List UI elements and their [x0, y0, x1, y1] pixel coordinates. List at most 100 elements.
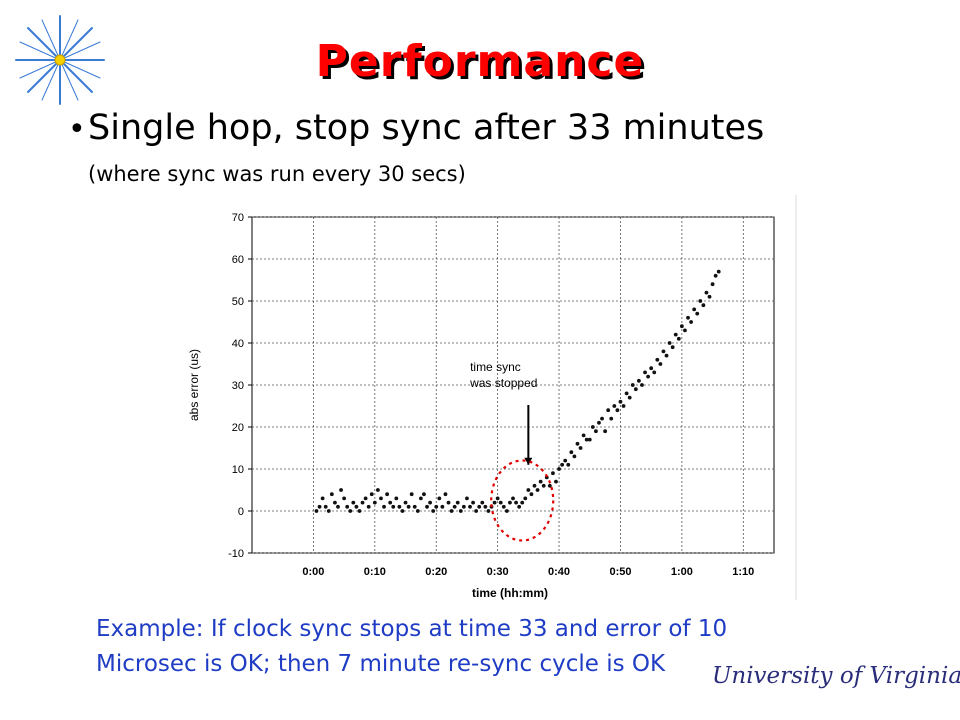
data-point	[636, 378, 641, 383]
data-point	[397, 504, 402, 509]
data-point	[477, 504, 482, 509]
data-point	[603, 429, 608, 434]
data-point	[655, 357, 660, 362]
annotation-text-line-1: time sync	[470, 360, 521, 374]
data-point	[695, 311, 700, 316]
data-point	[446, 500, 451, 505]
data-point	[600, 416, 604, 421]
y-tick-label: 60	[232, 254, 244, 266]
data-point	[704, 290, 709, 295]
data-point	[391, 504, 396, 509]
y-axis-label: abs error (us)	[187, 349, 201, 421]
data-point	[443, 492, 448, 497]
data-point	[468, 504, 472, 509]
data-point	[661, 349, 666, 354]
data-point	[581, 433, 586, 438]
data-point	[575, 441, 580, 446]
data-point	[434, 504, 439, 509]
x-tick-label: 0:20	[425, 566, 447, 578]
data-point	[501, 504, 506, 509]
data-point	[348, 509, 353, 513]
data-point	[541, 483, 546, 488]
example-caption: Example: If clock sync stops at time 33 …	[96, 612, 727, 682]
data-point	[633, 387, 638, 392]
data-point	[701, 303, 706, 308]
data-point	[336, 504, 340, 509]
error-chart: -10 0 10 20 30 40 50 60 70 0:00 0:10 0:20 0:30 0:40 0:…	[180, 195, 798, 605]
data-point	[314, 509, 319, 513]
data-point	[643, 370, 647, 375]
data-point	[526, 488, 531, 492]
data-point	[465, 496, 469, 501]
annotation-text-line-2: was stopped	[469, 376, 537, 390]
x-axis-label: time (hh:mm)	[472, 586, 548, 600]
data-point	[683, 328, 687, 333]
data-point	[609, 416, 614, 421]
y-tick-label: 40	[232, 338, 244, 350]
data-point	[640, 383, 644, 387]
data-point	[557, 467, 561, 471]
data-point	[692, 307, 697, 312]
data-point	[394, 496, 399, 501]
data-point	[498, 500, 503, 505]
data-point	[360, 500, 365, 505]
data-point	[495, 496, 500, 501]
data-point	[375, 488, 380, 492]
data-point	[584, 437, 589, 442]
data-point	[323, 504, 328, 509]
data-point	[517, 504, 522, 509]
data-point	[440, 504, 445, 509]
y-tick-label: 50	[232, 296, 244, 308]
data-point	[483, 504, 488, 509]
data-point	[627, 395, 632, 400]
data-point	[538, 479, 543, 484]
data-point	[492, 500, 497, 505]
data-point	[615, 408, 620, 413]
data-point	[606, 408, 611, 413]
data-point	[587, 437, 592, 442]
data-point	[339, 488, 343, 492]
data-point	[449, 509, 454, 513]
data-point	[612, 404, 617, 408]
data-point	[578, 446, 583, 450]
data-point	[385, 492, 390, 497]
data-point	[621, 404, 626, 408]
annotation-arrow-head	[524, 457, 533, 465]
data-point	[425, 504, 429, 509]
caption-line-1: Example: If clock sync stops at time 33 …	[96, 616, 728, 642]
x-tick-label: 0:10	[364, 566, 386, 578]
data-point	[547, 483, 552, 488]
data-point	[689, 320, 693, 324]
data-point	[369, 492, 374, 497]
data-point	[658, 362, 663, 366]
data-point	[673, 332, 678, 337]
data-point	[554, 479, 558, 484]
data-point	[716, 269, 721, 274]
data-point	[379, 496, 383, 501]
bullet-dot: •	[68, 112, 86, 147]
data-point	[366, 504, 371, 509]
data-point	[511, 496, 515, 501]
data-point	[400, 509, 405, 513]
y-tick-label: 20	[232, 422, 244, 434]
data-point	[363, 496, 368, 501]
data-point	[560, 462, 565, 467]
data-point	[418, 496, 423, 501]
data-point	[566, 462, 571, 467]
annotation-circle	[490, 459, 555, 542]
y-tick-label: 0	[238, 506, 244, 518]
data-point	[406, 504, 411, 509]
data-point	[618, 399, 623, 404]
data-point	[649, 366, 654, 371]
data-point	[698, 299, 703, 303]
data-point	[504, 509, 509, 513]
data-point	[551, 471, 555, 476]
data-point	[676, 336, 681, 341]
data-point	[523, 496, 528, 501]
y-tick-label: 10	[232, 464, 244, 476]
chart-svg: -10 0 10 20 30 40 50 60 70 0:00 0:10 0:20 0:30 0:40 0:…	[180, 195, 798, 605]
caption-line-2: Microsec is OK; then 7 minute re-sync cy…	[96, 651, 666, 677]
data-point	[437, 496, 442, 501]
data-point	[486, 509, 491, 513]
data-point	[572, 454, 577, 459]
